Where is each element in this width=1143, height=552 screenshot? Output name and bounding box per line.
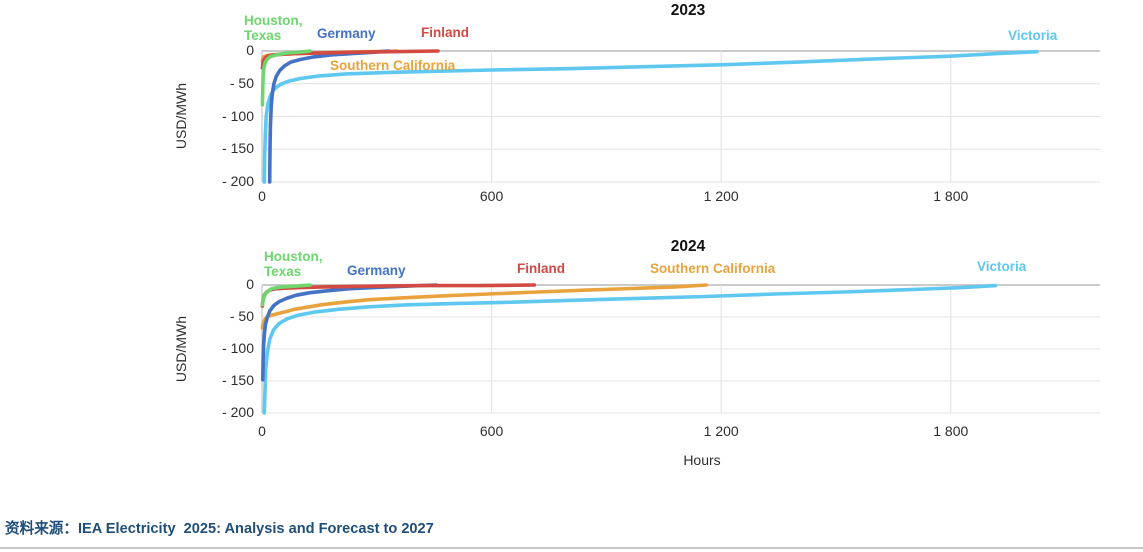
y-tick-label: 0 xyxy=(246,276,254,292)
y-tick-label: - 150 xyxy=(222,140,254,157)
series-line-houston-texas xyxy=(260,283,313,307)
series-label-line: Southern California xyxy=(330,58,456,73)
series-line-southern-california xyxy=(260,283,709,330)
y-tick-label: - 50 xyxy=(229,308,254,324)
x-tick-label: 1 800 xyxy=(933,423,969,439)
chart-title-2023: 2023 xyxy=(670,2,706,19)
x-tick-label: 600 xyxy=(479,188,504,204)
series-label-victoria: Victoria xyxy=(1008,28,1057,43)
series-label-germany: Germany xyxy=(347,263,406,278)
series-label-finland: Finland xyxy=(517,261,565,276)
bottom-divider xyxy=(0,547,1143,549)
series-label-line: Finland xyxy=(421,25,469,40)
series-label-line: Finland xyxy=(517,261,565,276)
series-label-line: Victoria xyxy=(977,259,1027,274)
series-label-victoria: Victoria xyxy=(977,259,1026,274)
x-tick-label: 1 200 xyxy=(703,188,739,204)
series-line-victoria xyxy=(262,283,998,415)
series-label-southern-california: Southern California xyxy=(650,261,775,276)
y-tick-label: - 100 xyxy=(222,107,254,124)
series-label-line: Houston, xyxy=(244,13,303,28)
series-label-germany: Germany xyxy=(317,26,376,41)
y-tick-label: - 100 xyxy=(222,340,254,356)
y-tick-label: - 200 xyxy=(222,173,254,189)
series-line-germany xyxy=(260,283,438,382)
y-tick-label: - 50 xyxy=(229,74,254,91)
series-label-line: Houston, xyxy=(264,249,323,264)
series-label-finland: Finland xyxy=(421,25,469,40)
series-label-line: Texas xyxy=(264,264,302,279)
series-label-houston-texas: Houston, Texas xyxy=(244,13,303,43)
x-tick-label: 0 xyxy=(258,188,266,204)
series-label-line: Germany xyxy=(317,26,376,41)
y-tick-label: 0 xyxy=(246,42,254,58)
x-tick-label: 1 800 xyxy=(933,188,969,204)
x-tick-label: 1 200 xyxy=(703,423,739,439)
series-label-southern-california: Southern California xyxy=(330,58,455,73)
series-label-line: Southern California xyxy=(650,261,776,276)
source-block: 资料来源：IEA Electricity 2025: Analysis and … xyxy=(5,481,1138,552)
series-line-houston-texas xyxy=(260,49,312,107)
series-label-line: Germany xyxy=(347,263,406,278)
series-line-finland xyxy=(260,283,537,308)
x-tick-label: 600 xyxy=(479,423,504,439)
x-axis-label: Hours xyxy=(683,452,721,468)
y-tick-label: - 200 xyxy=(222,404,254,420)
series-label-line: Texas xyxy=(244,28,282,43)
series-label-houston-texas: Houston, Texas xyxy=(264,249,323,279)
x-tick-label: 0 xyxy=(258,423,266,439)
y-tick-label: - 150 xyxy=(222,372,254,388)
source-line-cn: 资料来源：IEA Electricity 2025: Analysis and … xyxy=(5,521,434,537)
series-label-line: Victoria xyxy=(1008,28,1058,43)
chart-title-2024: 2024 xyxy=(670,238,706,255)
